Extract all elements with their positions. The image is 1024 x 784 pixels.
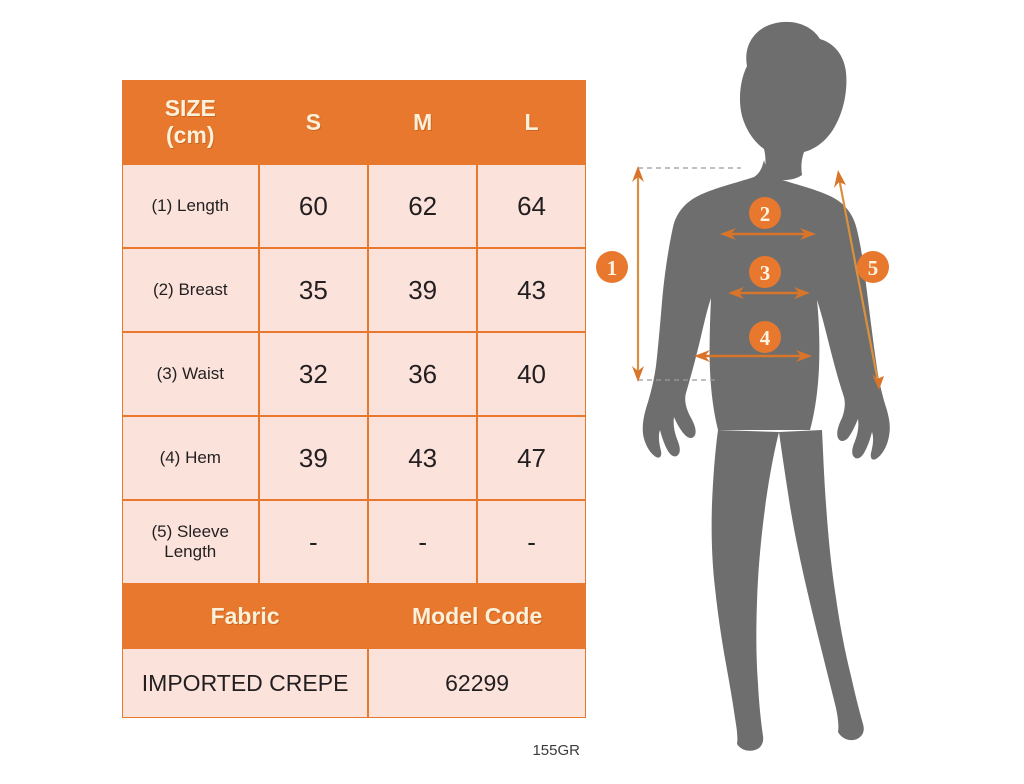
measure-line-5-sleeve (834, 170, 884, 390)
row-label-sleeve-length: (5) Sleeve Length (122, 500, 259, 584)
footer-value-row: IMPORTED CREPE 62299 (122, 648, 586, 718)
row-label-length: (1) Length (122, 164, 259, 248)
marker-badge-4: 4 (749, 321, 781, 353)
badge-label-1: 1 (607, 256, 618, 280)
cell-sleeve-m: - (368, 500, 478, 584)
fabric-header: Fabric (122, 584, 369, 648)
cell-waist-s: 32 (258, 332, 369, 416)
measure-line-2-breast (720, 228, 816, 240)
arrow-head-3-left (728, 287, 744, 299)
cell-breast-l: 43 (477, 248, 586, 332)
cell-length-m: 62 (368, 164, 478, 248)
cell-breast-m: 39 (368, 248, 478, 332)
weight-caption: 155GR (532, 742, 580, 759)
arrow-head-3-right (794, 287, 810, 299)
size-unit-header: SIZE (cm) (122, 80, 259, 164)
cell-hem-m: 43 (368, 416, 478, 500)
table-row: (4) Hem 39 43 47 (122, 416, 586, 500)
cell-waist-m: 36 (368, 332, 478, 416)
badge-label-2: 2 (760, 202, 771, 226)
arrow-head-4-right (796, 350, 812, 362)
footer-header-row: Fabric Model Code (122, 584, 586, 648)
marker-badge-1: 1 (596, 251, 628, 283)
row-label-hem: (4) Hem (122, 416, 259, 500)
row-label-breast: (2) Breast (122, 248, 259, 332)
model-code-header: Model Code (368, 584, 586, 648)
marker-badge-2: 2 (749, 197, 781, 229)
badge-label-3: 3 (760, 261, 771, 285)
measure-line-4-hem (694, 350, 812, 362)
arrow-head-5-top (834, 170, 846, 188)
size-chart-table: SIZE (cm) S M L (1) Length 60 62 64 (2) … (122, 80, 586, 718)
measure-line-1-length (632, 166, 741, 382)
cell-length-l: 64 (477, 164, 586, 248)
table-header-row: SIZE (cm) S M L (122, 80, 586, 164)
badge-circle-4 (749, 321, 781, 353)
badge-label-5: 5 (868, 256, 879, 280)
cell-breast-s: 35 (258, 248, 369, 332)
badge-circle-1 (596, 251, 628, 283)
arrow-head-5-bottom (872, 374, 884, 390)
column-header-m: M (368, 80, 478, 164)
row-label-waist: (3) Waist (122, 332, 259, 416)
arrow-head-1-up (632, 166, 644, 182)
table-row: (3) Waist 32 36 40 (122, 332, 586, 416)
badge-circle-3 (749, 256, 781, 288)
fabric-value: IMPORTED CREPE (122, 648, 369, 718)
table-row: (2) Breast 35 39 43 (122, 248, 586, 332)
cell-hem-l: 47 (477, 416, 586, 500)
badge-circle-5 (857, 251, 889, 283)
measurement-diagram: 1 2 3 4 5 (596, 10, 1016, 774)
arrow-head-2-right (800, 228, 816, 240)
arrow-shaft-5 (837, 177, 880, 383)
model-code-value: 62299 (368, 648, 586, 718)
size-header-line2: (cm) (165, 122, 215, 148)
cell-waist-l: 40 (477, 332, 586, 416)
marker-badge-5: 5 (857, 251, 889, 283)
cell-sleeve-s: - (258, 500, 369, 584)
badge-circle-2 (749, 197, 781, 229)
marker-badge-3: 3 (749, 256, 781, 288)
female-silhouette-icon (642, 21, 890, 751)
arrow-head-4-left (694, 350, 710, 362)
table-row: (1) Length 60 62 64 (122, 164, 586, 248)
arrow-head-2-left (720, 228, 736, 240)
table-row: (5) Sleeve Length - - - (122, 500, 586, 584)
cell-hem-s: 39 (258, 416, 369, 500)
badge-label-4: 4 (760, 326, 771, 350)
size-header-line1: SIZE (164, 94, 216, 121)
column-header-s: S (258, 80, 369, 164)
column-header-l: L (477, 80, 586, 164)
cell-sleeve-l: - (477, 500, 586, 584)
arrow-head-1-down (632, 366, 644, 382)
cell-length-s: 60 (258, 164, 369, 248)
measure-line-3-waist (728, 287, 810, 299)
